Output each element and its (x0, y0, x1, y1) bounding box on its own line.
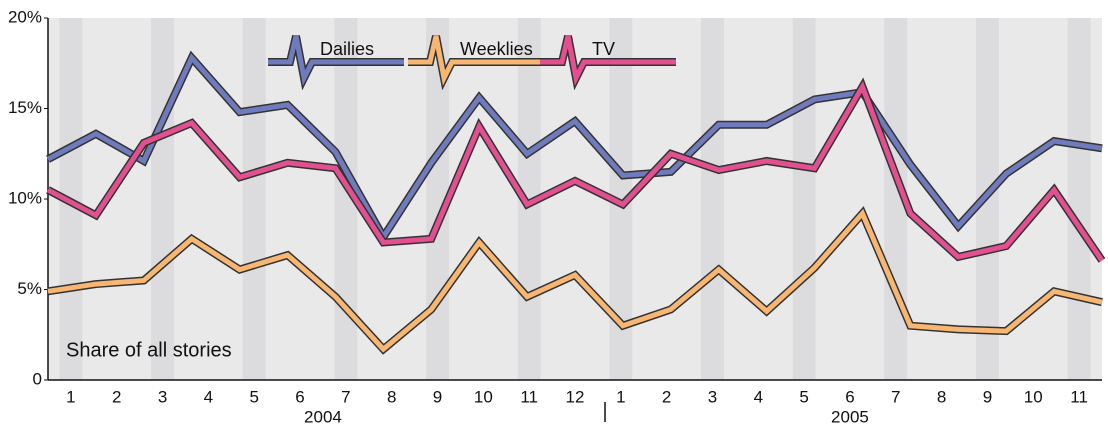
x-tick-label: 8 (387, 387, 396, 406)
legend-label: Weeklies (460, 39, 533, 59)
y-tick-label: 10% (8, 188, 42, 207)
x-tick-label: 3 (708, 387, 717, 406)
series-line (46, 81, 1105, 262)
stripe (334, 18, 358, 380)
x-tick-label: 11 (1070, 387, 1088, 406)
y-tick-label: 5% (17, 279, 42, 298)
x-tick-label: 5 (799, 387, 808, 406)
y-tick-label: 20% (8, 7, 42, 26)
legend-label: Dailies (320, 39, 374, 59)
year-label: 2005 (831, 407, 869, 426)
stripe (242, 18, 266, 380)
legend-swatch (268, 35, 404, 86)
x-tick-label: 1 (616, 387, 625, 406)
legend-label: TV (592, 39, 615, 59)
x-tick-label: 3 (158, 387, 167, 406)
stripe (792, 18, 816, 380)
x-tick-label: 4 (754, 387, 763, 406)
stripe (151, 18, 175, 380)
x-tick-label: 9 (433, 387, 442, 406)
x-tick-label: 10 (1024, 387, 1043, 406)
x-tick-label: 2 (112, 387, 121, 406)
x-tick-label: 1 (66, 387, 75, 406)
legend-swatch (540, 35, 676, 86)
x-tick-label: 9 (983, 387, 992, 406)
x-tick-label: 10 (474, 387, 493, 406)
x-tick-label: 5 (249, 387, 258, 406)
x-tick-label: 6 (845, 387, 854, 406)
series-line (46, 53, 1103, 242)
year-label: 2004 (304, 407, 342, 426)
x-tick-label: 2 (662, 387, 671, 406)
legend-swatch (408, 35, 544, 86)
x-tick-label: 8 (937, 387, 946, 406)
x-tick-label: 11 (520, 387, 538, 406)
series-line (47, 208, 1103, 353)
stripe (884, 18, 908, 380)
y-tick-label: 0 (33, 369, 42, 388)
x-tick-label: 4 (204, 387, 213, 406)
stripe (701, 18, 724, 380)
annotation: Share of all stories (66, 339, 232, 361)
stripe (1067, 18, 1091, 380)
x-tick-label: 12 (566, 387, 585, 406)
y-tick-label: 15% (8, 98, 42, 117)
x-tick-label: 6 (295, 387, 304, 406)
x-tick-label: 7 (891, 387, 900, 406)
x-tick-label: 7 (341, 387, 350, 406)
